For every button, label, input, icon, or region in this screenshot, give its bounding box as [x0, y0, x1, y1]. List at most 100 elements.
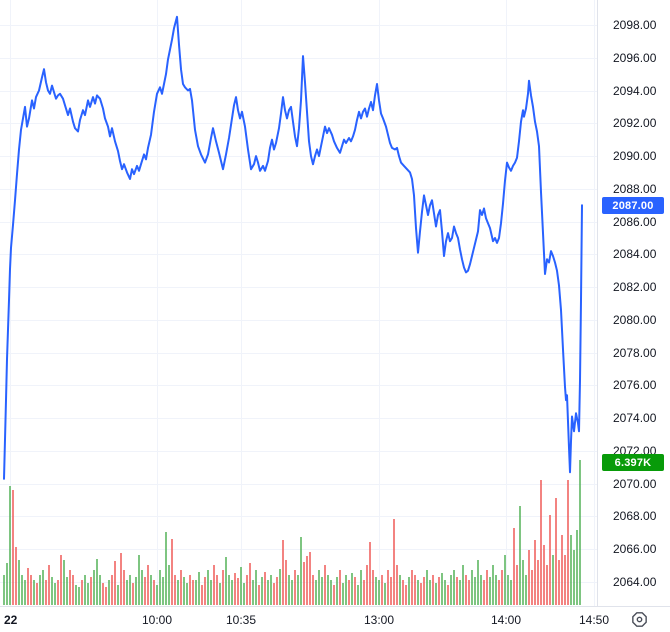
chart-settings-button[interactable]	[629, 609, 650, 630]
volume-bar-up	[51, 577, 53, 605]
volume-bar-up	[357, 585, 359, 605]
volume-bar-up	[108, 580, 110, 605]
volume-bar-up	[165, 532, 167, 605]
volume-bar-down	[312, 575, 314, 605]
volume-bar-down	[363, 580, 365, 605]
volume-bar-up	[150, 575, 152, 605]
volume-bar-up	[156, 585, 158, 605]
volume-bar-down	[534, 540, 536, 605]
price-axis-label: 2066.00	[613, 542, 657, 556]
volume-bar-down	[543, 545, 545, 605]
volume-bar-up	[459, 580, 461, 605]
volume-bar-up	[519, 506, 521, 605]
volume-bar-up	[195, 580, 197, 605]
time-axis-label: 10:35	[225, 613, 257, 627]
volume-bar-down	[120, 553, 122, 605]
time-axis-label: 13:00	[363, 613, 395, 627]
volume-bar-down	[15, 547, 17, 605]
volume-bar-up	[177, 580, 179, 605]
time-axis-label: 10:00	[141, 613, 173, 627]
volume-bar-up	[24, 580, 26, 605]
volume-bar-down	[366, 565, 368, 605]
volume-bar-down	[48, 565, 50, 605]
volume-bar-up	[492, 565, 494, 605]
volume-bar-down	[285, 560, 287, 605]
volume-bar-down	[396, 565, 398, 605]
chart-plot-area[interactable]	[0, 0, 597, 606]
volume-bar-down	[456, 577, 458, 605]
volume-bar-down	[132, 583, 134, 605]
volume-bar-down	[192, 580, 194, 605]
volume-bar-down	[528, 550, 530, 605]
price-axis-label: 2068.00	[613, 509, 657, 523]
price-axis-label: 2092.00	[613, 116, 657, 130]
price-axis-label: 2074.00	[613, 411, 657, 425]
volume-bar-down	[369, 542, 371, 605]
volume-bar-up	[270, 575, 272, 605]
price-line-series[interactable]	[3, 15, 583, 480]
volume-bar-up	[225, 557, 227, 605]
price-axis-label: 2064.00	[613, 575, 657, 589]
volume-bar-down	[381, 575, 383, 605]
price-axis[interactable]: 2098.00 2096.00 2094.00 2092.00 2090.00 2088.…	[597, 0, 670, 606]
price-axis-label: 2082.00	[613, 280, 657, 294]
volume-bar-up	[3, 575, 5, 605]
volume-bar-down	[189, 575, 191, 605]
volume-bar-up	[576, 530, 578, 605]
volume-bar-up	[207, 570, 209, 605]
volume-bar-up	[342, 583, 344, 605]
volume-bar-down	[420, 583, 422, 605]
volume-bar-up	[297, 575, 299, 605]
volume-bar-up	[135, 577, 137, 605]
volume-bar-up	[126, 580, 128, 605]
volume-bar-down	[546, 565, 548, 605]
volume-bar-up	[141, 570, 143, 605]
volume-bar-up	[252, 580, 254, 605]
volume-bar-up	[429, 580, 431, 605]
volume-bar-up	[84, 575, 86, 605]
volume-bar-down	[348, 580, 350, 605]
volume-bar-down	[276, 577, 278, 605]
volume-bar-up	[21, 575, 23, 605]
volume-bar-down	[354, 577, 356, 605]
volume-bar-up	[321, 577, 323, 605]
volume-bar-up	[159, 570, 161, 605]
price-axis-label: 2078.00	[613, 346, 657, 360]
volume-bar-up	[243, 583, 245, 605]
volume-bar-down	[174, 575, 176, 605]
volume-bar-down	[273, 583, 275, 605]
volume-bar-up	[63, 560, 65, 605]
volume-bar-up	[375, 577, 377, 605]
time-axis-label: 14:00	[490, 613, 522, 627]
volume-bar-up	[360, 570, 362, 605]
volume-bar-up	[6, 563, 8, 605]
volume-bar-up	[462, 565, 464, 605]
volume-bar-up	[99, 575, 101, 605]
price-axis-label: 2098.00	[613, 18, 657, 32]
volume-badge: 6.397K	[602, 454, 664, 471]
volume-bar-down	[531, 570, 533, 605]
volume-bar-down	[387, 570, 389, 605]
volume-bar-up	[453, 570, 455, 605]
volume-bar-down	[438, 577, 440, 605]
volume-bar-down	[564, 555, 566, 605]
volume-bar-up	[186, 583, 188, 605]
volume-bar-down	[516, 565, 518, 605]
volume-bar-down	[213, 565, 215, 605]
volume-bar-down	[405, 585, 407, 605]
volume-bar-down	[36, 583, 38, 605]
volume-bar-up	[267, 580, 269, 605]
time-axis-label: 22	[4, 613, 18, 627]
volume-bar-up	[288, 575, 290, 605]
volume-bar-up	[54, 583, 56, 605]
gear-icon	[632, 612, 647, 627]
time-axis[interactable]: 22 10:00 10:35 13:00 14:00 14:50	[0, 606, 670, 632]
volume-bar-down	[390, 577, 392, 605]
volume-bar-down	[468, 580, 470, 605]
volume-bar-up	[495, 575, 497, 605]
volume-bar-down	[180, 570, 182, 605]
volume-bar-up	[336, 577, 338, 605]
volume-bar-down	[498, 580, 500, 605]
volume-bar-down	[30, 575, 32, 605]
volume-bar-up	[117, 585, 119, 605]
